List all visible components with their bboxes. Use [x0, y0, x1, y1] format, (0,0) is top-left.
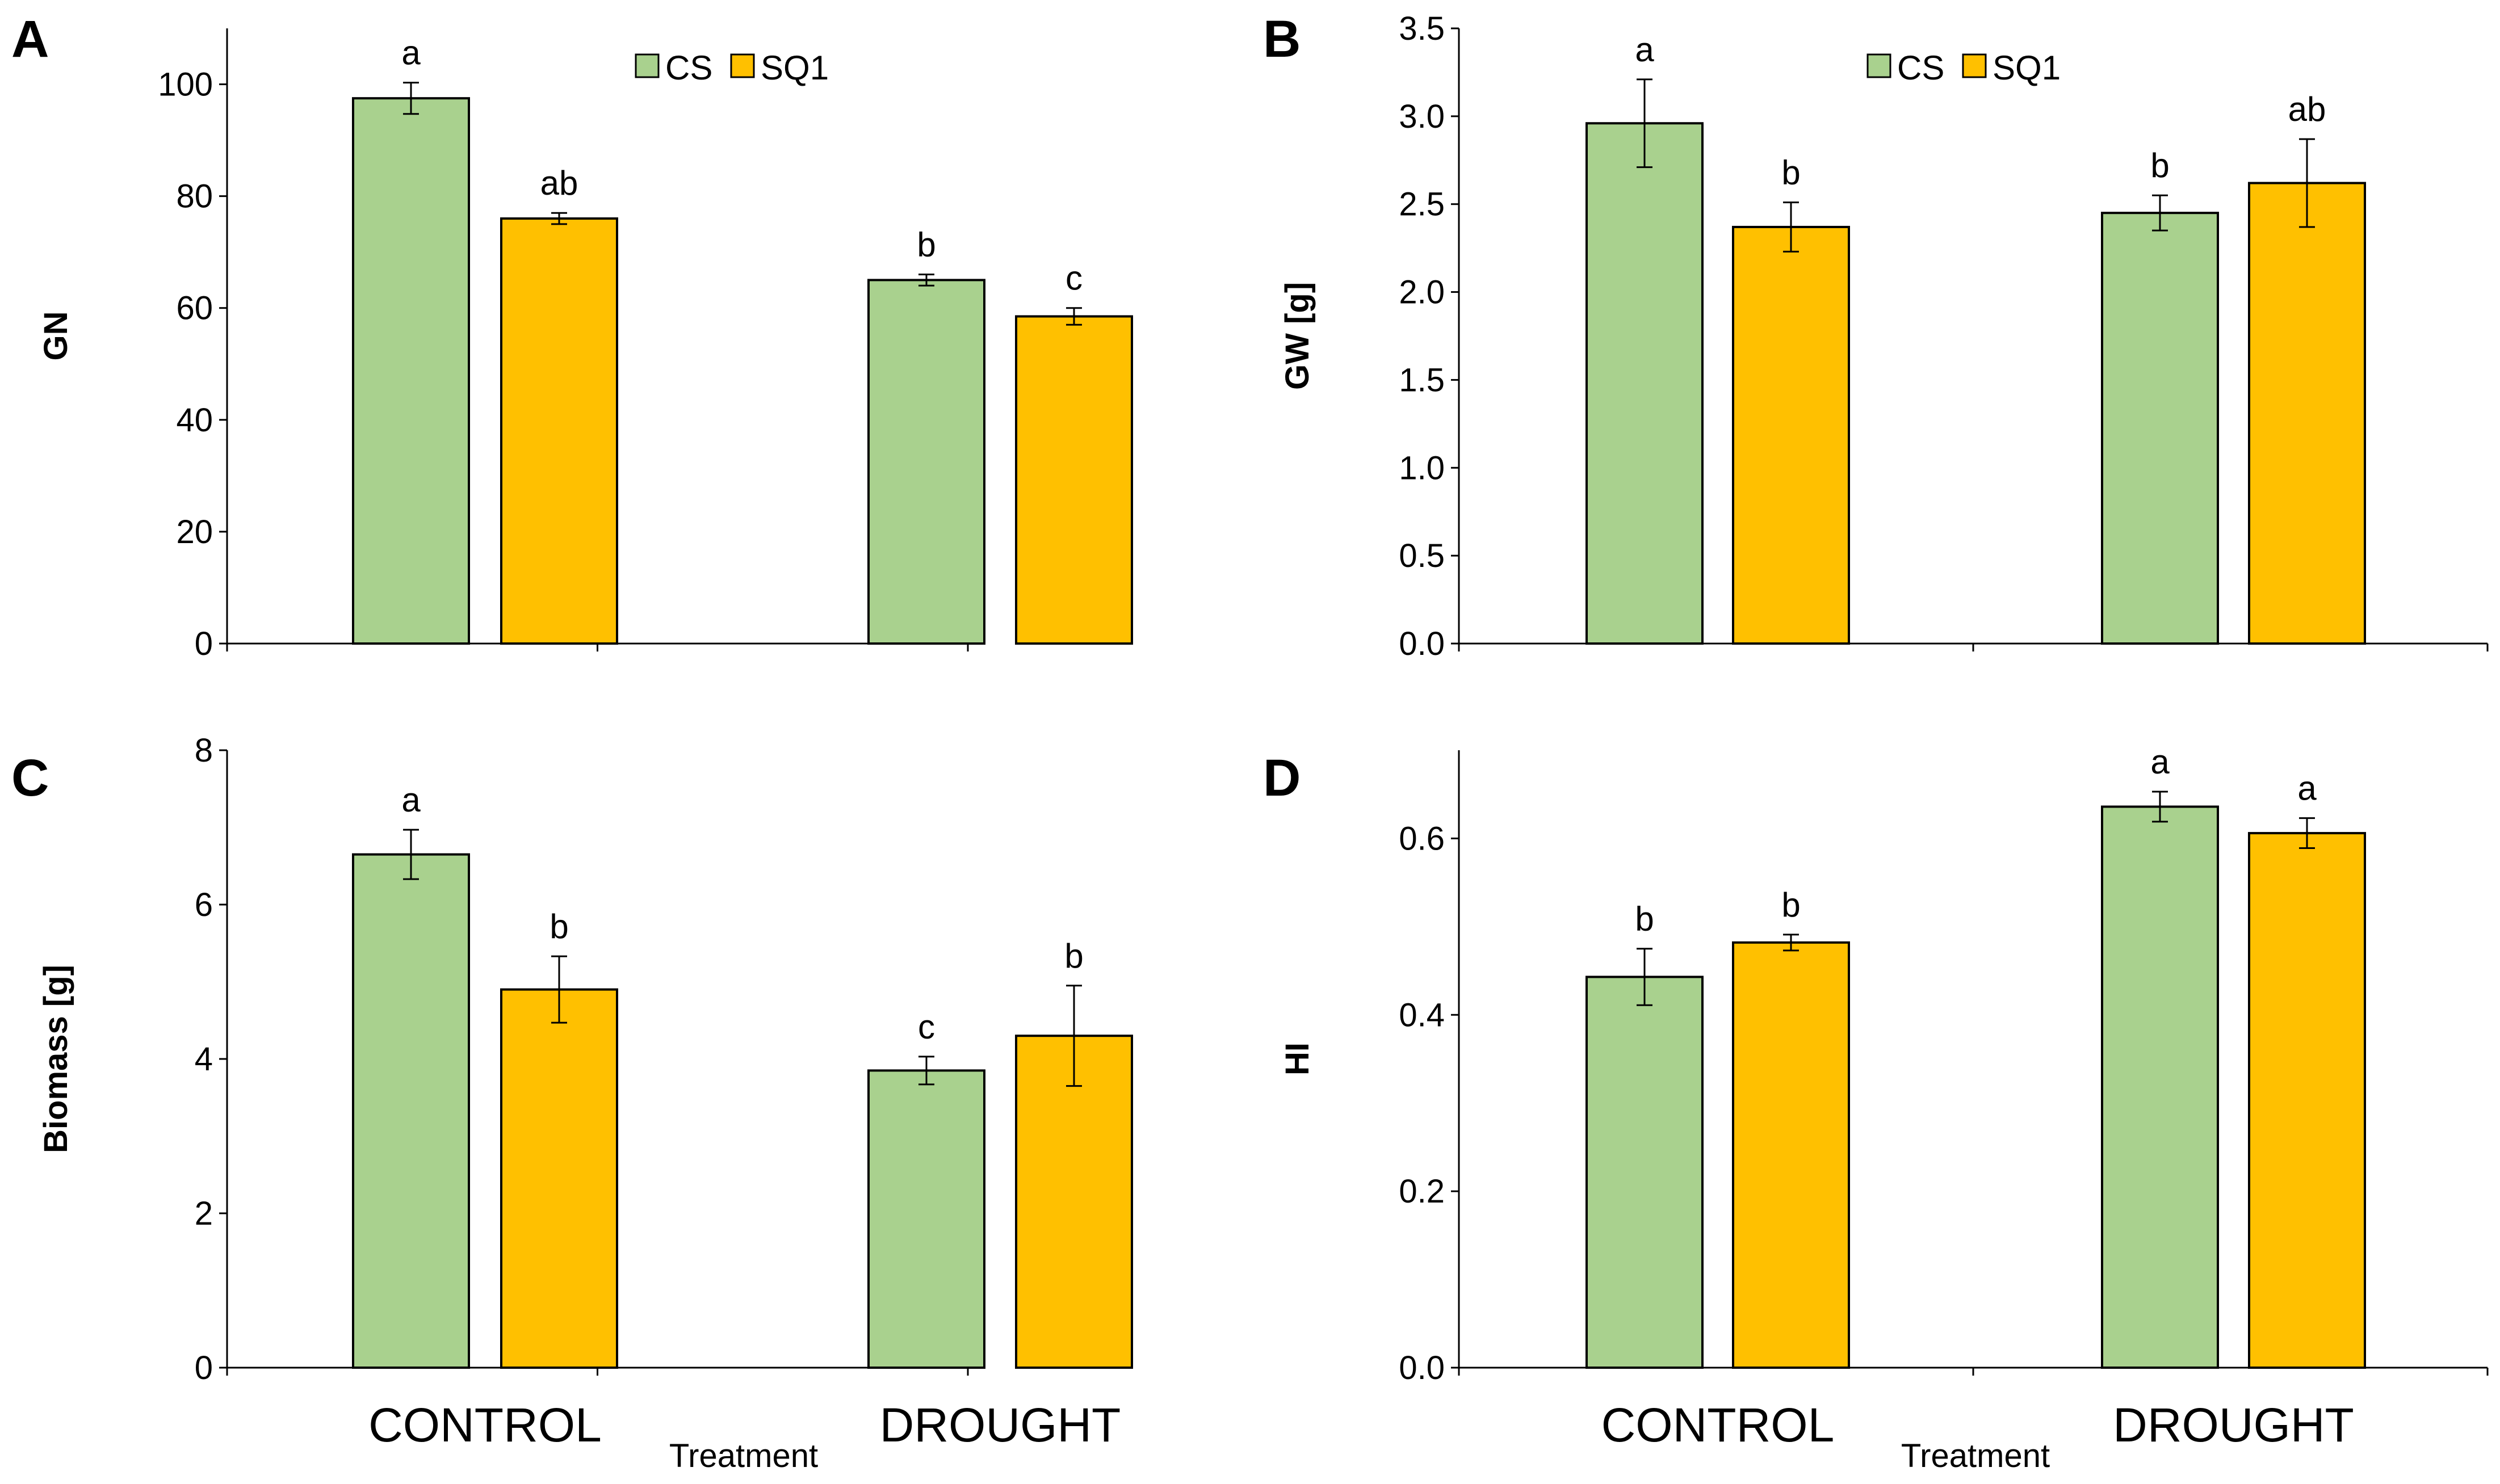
- significance-label: a: [401, 34, 421, 72]
- bar-sq1-drought: [1015, 1035, 1133, 1369]
- y-axis-title: GW [g]: [1279, 282, 1316, 390]
- panel-letter: A: [11, 10, 49, 68]
- legend-swatch-sq1: [1962, 53, 1987, 78]
- y-tick-label: 60: [176, 290, 213, 327]
- y-tick-label: 8: [195, 732, 213, 769]
- bar-cs-control: [1585, 122, 1704, 645]
- panel-c: C Biomass [g] 0 2 4 6 8 a b CONTROL c b DROUGHT: [11, 732, 1133, 1452]
- bar-cs-drought: [2101, 212, 2219, 645]
- y-tick-label: 0.0: [1399, 625, 1445, 662]
- significance-label: b: [2150, 146, 2169, 184]
- significance-label: c: [1066, 259, 1083, 297]
- panel-letter: C: [11, 749, 49, 807]
- legend-swatch-sq1: [730, 53, 755, 78]
- y-tick-label: 0.2: [1399, 1173, 1445, 1210]
- legend-label-sq1: SQ1: [761, 49, 829, 87]
- bar-sq1-drought: [2248, 182, 2366, 645]
- legend-label-sq1: SQ1: [1993, 49, 2061, 87]
- legend-label-cs: CS: [1897, 49, 1944, 87]
- treatment-label-right: Treatment: [1901, 1437, 2050, 1474]
- significance-label: b: [917, 226, 936, 264]
- significance-label: b: [1635, 900, 1654, 938]
- category-label-control: CONTROL: [368, 1398, 602, 1452]
- significance-label: ab: [2288, 90, 2326, 128]
- y-tick-label: 0: [195, 1350, 213, 1386]
- bar-sq1-control: [1732, 225, 1850, 645]
- significance-label: a: [2150, 743, 2170, 781]
- category-label-drought: DROUGHT: [2113, 1398, 2354, 1452]
- legend: CS SQ1: [635, 49, 829, 87]
- y-tick-label: 20: [176, 514, 213, 550]
- significance-label: b: [1064, 937, 1083, 975]
- significance-label: a: [2297, 770, 2317, 808]
- panel-d: D HI 0.0 0.2 0.4 0.6 b b CONTROL a a DROUGHT: [1263, 743, 2489, 1452]
- bar-sq1-drought: [1015, 315, 1133, 645]
- bar-cs-control: [352, 853, 470, 1369]
- significance-label: a: [401, 781, 421, 819]
- bar-cs-control: [352, 97, 470, 645]
- bar-cs-drought: [867, 279, 985, 645]
- y-tick-label: 3.5: [1399, 10, 1445, 47]
- bar-sq1-control: [500, 988, 618, 1369]
- y-tick-label: 0: [195, 625, 213, 662]
- bar-sq1-control: [500, 217, 618, 645]
- significance-label: c: [918, 1008, 935, 1046]
- y-tick-label: 80: [176, 178, 213, 215]
- y-tick-label: 100: [158, 66, 213, 103]
- bar-cs-drought: [867, 1069, 985, 1369]
- y-tick-label: 0.5: [1399, 537, 1445, 574]
- significance-label: b: [550, 907, 568, 945]
- bar-cs-control: [1585, 976, 1704, 1369]
- treatment-label-left: Treatment: [669, 1437, 818, 1474]
- bar-sq1-control: [1732, 941, 1850, 1369]
- y-axis-title: Biomass [g]: [37, 965, 74, 1153]
- category-label-control: CONTROL: [1601, 1398, 1835, 1452]
- legend-label-cs: CS: [665, 49, 712, 87]
- y-tick-label: 1.0: [1399, 449, 1445, 486]
- bar-cs-drought: [2101, 805, 2219, 1369]
- y-tick-label: 6: [195, 886, 213, 923]
- significance-label: a: [1635, 31, 1654, 69]
- y-axis-title: GN: [37, 312, 74, 361]
- bar-sq1-drought: [2248, 832, 2366, 1369]
- y-tick-label: 0.4: [1399, 997, 1445, 1033]
- panel-a: A GN 0 20 40 60 80 100 a ab b c CS SQ1: [11, 10, 1133, 662]
- y-tick-label: 0.6: [1399, 820, 1445, 857]
- legend: CS SQ1: [1866, 49, 2061, 87]
- significance-label: ab: [540, 164, 578, 202]
- legend-swatch-cs: [635, 53, 660, 78]
- category-label-drought: DROUGHT: [880, 1398, 1121, 1452]
- significance-label: b: [1781, 886, 1800, 924]
- y-tick-label: 4: [195, 1041, 213, 1078]
- y-tick-label: 40: [176, 402, 213, 439]
- panel-letter: D: [1263, 749, 1301, 807]
- y-tick-label: 3.0: [1399, 98, 1445, 135]
- panel-letter: B: [1263, 10, 1301, 68]
- y-tick-label: 2.0: [1399, 274, 1445, 311]
- y-tick-label: 1.5: [1399, 361, 1445, 398]
- legend-swatch-cs: [1866, 53, 1891, 78]
- significance-label: b: [1781, 154, 1800, 192]
- y-tick-label: 0.0: [1399, 1350, 1445, 1386]
- y-axis-title: HI: [1279, 1042, 1316, 1075]
- y-tick-label: 2: [195, 1195, 213, 1232]
- y-tick-label: 2.5: [1399, 186, 1445, 223]
